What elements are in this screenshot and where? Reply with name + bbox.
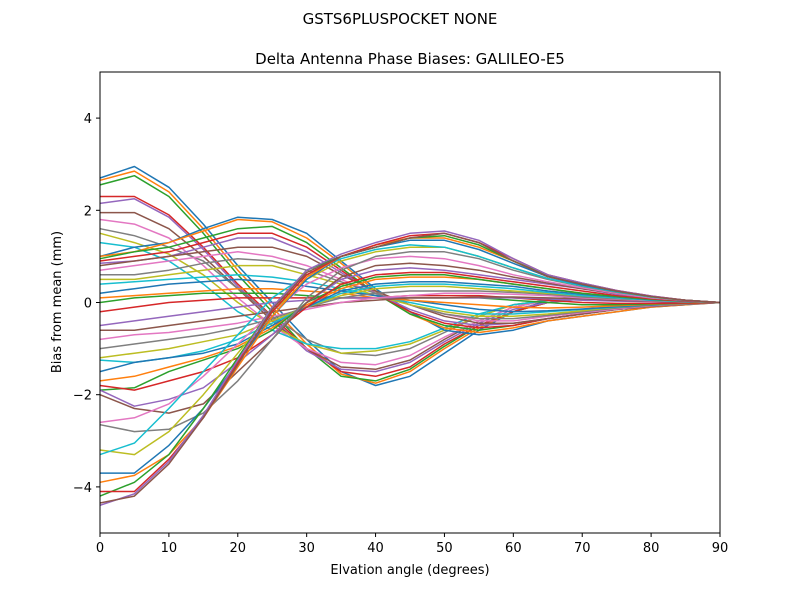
x-axis: 0 10 20 30 40 50 60 70 80 90 [96, 533, 728, 556]
y-tick-label: 2 [84, 204, 92, 219]
x-tick-label: 80 [643, 541, 660, 556]
series-line-28 [99, 290, 721, 350]
x-tick-label: 90 [712, 541, 729, 556]
y-axis: −4 −2 0 2 4 [73, 112, 100, 496]
series-line-37 [99, 255, 721, 424]
x-tick-label: 0 [96, 541, 104, 556]
series-line-30 [99, 283, 721, 364]
x-tick-label: 40 [367, 541, 384, 556]
series-line-5 [99, 198, 721, 373]
plot-area [99, 165, 721, 507]
series-line-46 [99, 232, 721, 504]
series-line-22 [99, 287, 721, 309]
x-axis-label: Elvation angle (degrees) [330, 563, 489, 578]
series-line-34 [99, 271, 721, 391]
x-tick-label: 30 [298, 541, 315, 556]
y-tick-label: 4 [84, 112, 92, 127]
series-line-33 [99, 274, 721, 391]
y-tick-label: 0 [84, 297, 92, 312]
x-tick-label: 60 [505, 541, 522, 556]
chart-suptitle: GSTS6PLUSPOCKET NONE [303, 10, 498, 28]
y-tick-label: −4 [73, 481, 92, 496]
y-tick-label: −2 [73, 389, 92, 404]
x-tick-label: 70 [574, 541, 591, 556]
y-axis-label: Bias from mean (mm) [50, 231, 65, 373]
chart-title: Delta Antenna Phase Biases: GALILEO-E5 [255, 50, 565, 68]
x-tick-label: 20 [230, 541, 247, 556]
x-tick-label: 50 [436, 541, 453, 556]
series-line-26 [100, 296, 721, 331]
x-tick-label: 10 [161, 541, 178, 556]
series-line-35 [99, 267, 721, 407]
